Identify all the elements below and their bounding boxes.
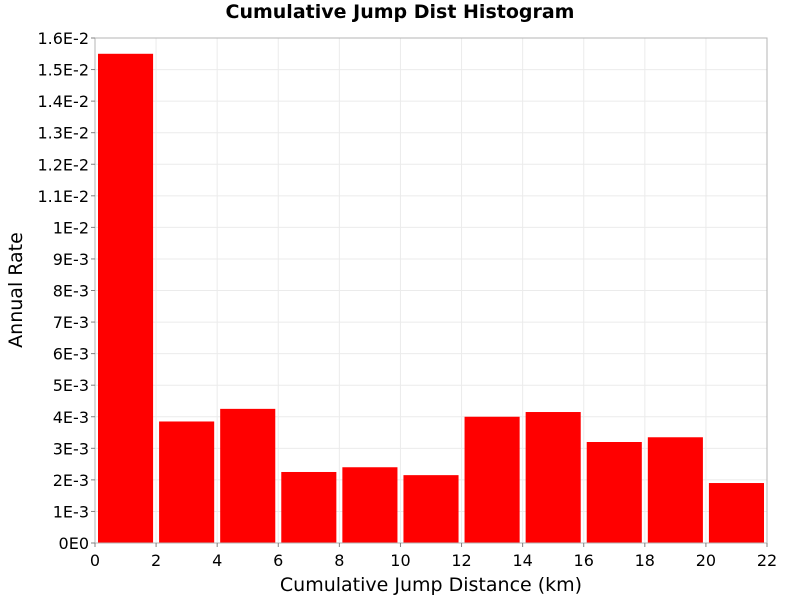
- y-tick-label: 2E-3: [53, 471, 89, 490]
- x-tick-label: 12: [451, 551, 471, 570]
- bars: [98, 53, 764, 543]
- y-axis-ticks: 0E0 1E-3 2E-3 3E-3 4E-3 5E-3 6E-3 7E-3 8E-3 9E-3 1…: [37, 29, 95, 553]
- y-tick-label: 1.5E-2: [37, 61, 89, 80]
- histogram-bar: [464, 416, 520, 543]
- x-tick-label: 6: [273, 551, 283, 570]
- y-tick-label: 9E-3: [53, 250, 89, 269]
- x-tick-label: 18: [635, 551, 655, 570]
- y-tick-label: 1.4E-2: [37, 92, 89, 111]
- y-tick-label: 1E-3: [53, 502, 89, 521]
- y-tick-label: 3E-3: [53, 439, 89, 458]
- x-tick-label: 10: [390, 551, 410, 570]
- y-tick-label: 8E-3: [53, 282, 89, 301]
- histogram-bar: [159, 421, 215, 543]
- y-tick-label: 1E-2: [53, 218, 89, 237]
- x-tick-label: 16: [574, 551, 594, 570]
- y-tick-label: 4E-3: [53, 408, 89, 427]
- histogram-bar: [281, 471, 337, 543]
- y-tick-label: 1.6E-2: [37, 29, 89, 48]
- x-tick-label: 8: [334, 551, 344, 570]
- x-tick-label: 0: [90, 551, 100, 570]
- histogram-bar: [525, 412, 581, 543]
- chart-title: Cumulative Jump Dist Histogram: [225, 1, 575, 23]
- histogram-bar: [98, 53, 154, 543]
- y-tick-label: 5E-3: [53, 376, 89, 395]
- y-tick-label: 0E0: [59, 534, 89, 553]
- x-axis-ticks: 0 2 4 6 8 10 12 14 16 18 20 22: [90, 543, 777, 570]
- histogram-bar: [403, 475, 459, 543]
- histogram-bar: [708, 483, 764, 543]
- y-tick-label: 1.3E-2: [37, 124, 89, 143]
- y-tick-label: 6E-3: [53, 345, 89, 364]
- x-axis-title: Cumulative Jump Distance (km): [280, 574, 582, 596]
- histogram-bar: [647, 437, 703, 543]
- y-axis-title: Annual Rate: [5, 232, 27, 348]
- x-tick-label: 22: [757, 551, 777, 570]
- histogram-bar: [220, 408, 276, 543]
- x-tick-label: 14: [512, 551, 532, 570]
- x-tick-label: 2: [151, 551, 161, 570]
- y-tick-label: 7E-3: [53, 313, 89, 332]
- histogram-bar: [342, 467, 398, 543]
- histogram-bar: [586, 442, 642, 543]
- y-tick-label: 1.1E-2: [37, 187, 89, 206]
- x-tick-label: 20: [696, 551, 716, 570]
- y-tick-label: 1.2E-2: [37, 155, 89, 174]
- x-tick-label: 4: [212, 551, 222, 570]
